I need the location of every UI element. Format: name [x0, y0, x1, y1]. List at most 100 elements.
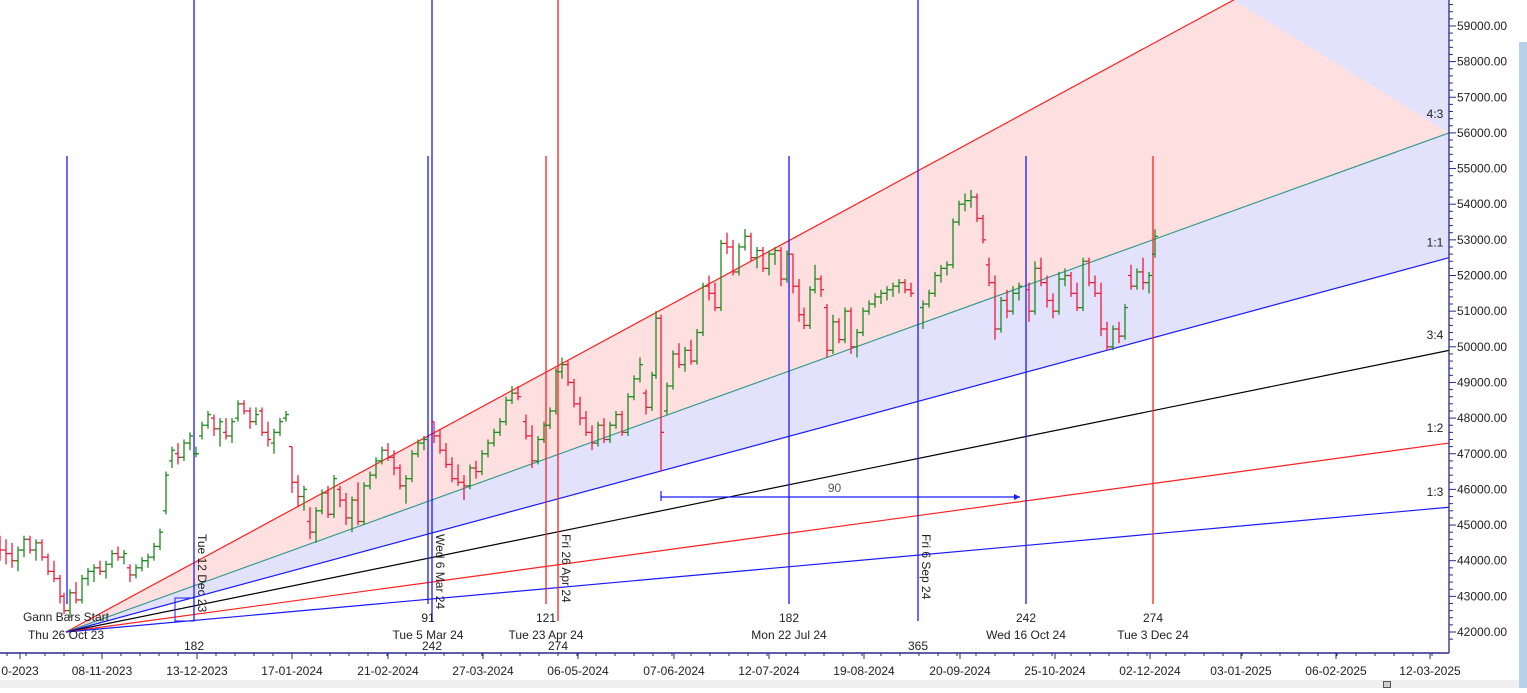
ohlc-bar	[379, 446, 385, 465]
ohlc-bar	[67, 589, 73, 618]
ohlc-bar	[676, 343, 682, 369]
ohlc-bar	[121, 550, 127, 565]
ohlc-bar	[57, 574, 63, 604]
ohlc-bar	[409, 450, 415, 483]
ohlc-bar	[1026, 282, 1032, 322]
y-tick-label: 58000.00	[1457, 55, 1507, 69]
ohlc-bar	[577, 396, 583, 426]
ohlc-bar	[455, 464, 461, 486]
ohlc-bar	[607, 421, 613, 444]
ohlc-bar	[229, 418, 235, 444]
ohlc-bar	[730, 239, 736, 276]
ohlc-bar	[637, 357, 643, 383]
ohlc-bar	[571, 378, 577, 408]
ohlc-bar	[1122, 304, 1128, 340]
ohlc-bar	[9, 542, 15, 568]
ohlc-bar	[479, 450, 485, 476]
ohlc-bar	[163, 471, 169, 515]
ohlc-bar	[145, 553, 151, 568]
scrollbar-handle[interactable]	[1383, 681, 1391, 688]
ohlc-bar	[361, 482, 367, 526]
ohlc-bar	[39, 539, 45, 561]
ohlc-bar	[85, 567, 91, 586]
ohlc-bar	[920, 300, 926, 329]
vertical-scrollbar-track[interactable]	[1519, 0, 1527, 688]
ohlc-bar	[718, 239, 724, 312]
y-tick-label: 52000.00	[1457, 269, 1507, 283]
ohlc-bar	[658, 314, 664, 472]
ohlc-bar	[736, 243, 742, 276]
y-tick-label: 43000.00	[1457, 589, 1507, 603]
ohlc-bar	[157, 528, 163, 551]
ohlc-bar	[313, 507, 319, 543]
ohlc-bar	[613, 410, 619, 429]
ohlc-bar	[559, 357, 565, 379]
ohlc-bar	[307, 507, 313, 540]
y-tick-label: 48000.00	[1457, 411, 1507, 425]
ohlc-bar	[1092, 275, 1098, 297]
ohlc-bar	[367, 471, 373, 490]
x-axis[interactable]: 0-2023 08-11-2023 13-12-2023 17-01-2024 21-0…	[0, 652, 1461, 678]
ohlc-bar	[199, 421, 205, 440]
horizontal-scrollbar-track[interactable]	[0, 680, 1519, 688]
ohlc-bar	[541, 421, 547, 444]
ohlc-bar	[631, 375, 637, 401]
x-tick-label: 0-2023	[1, 664, 39, 678]
x-tick-label: 20-09-2024	[929, 664, 991, 678]
y-tick-label: 54000.00	[1457, 197, 1507, 211]
x-tick-label: 02-12-2024	[1119, 664, 1181, 678]
ohlc-bar	[998, 296, 1004, 333]
ohlc-bar	[625, 393, 631, 436]
fan-line-1-1	[65, 257, 1450, 633]
ohlc-bar	[938, 264, 944, 283]
ohlc-bar	[235, 400, 241, 422]
ohlc-bar	[187, 432, 193, 451]
ohlc-bar	[748, 232, 754, 262]
ohlc-bar	[790, 253, 796, 294]
ohlc-bar	[872, 293, 878, 308]
ohlc-bar	[103, 560, 109, 579]
time-cycle-lines	[66, 0, 1154, 622]
gann-start-label: Gann Bars Start	[23, 610, 110, 624]
ohlc-bar	[1128, 264, 1134, 290]
ohlc-bar	[1016, 282, 1022, 301]
ohlc-bar	[854, 328, 860, 358]
ohlc-bar	[247, 407, 253, 429]
ohlc-bar	[259, 407, 265, 436]
ohlc-bar	[373, 457, 379, 479]
ohlc-bar	[890, 282, 896, 297]
x-tick-label: 27-03-2024	[452, 664, 514, 678]
measure-arrow: 90	[660, 481, 1020, 501]
ohlc-bar	[784, 250, 790, 283]
ohlc-bar	[437, 428, 443, 454]
scrollbar-top-cap	[1519, 0, 1527, 42]
ohlc-bar	[443, 443, 449, 469]
ohlc-bar	[133, 564, 139, 579]
ohlc-bar	[992, 275, 998, 340]
cycle-vertical-label: Fri 26 Apr 24	[559, 534, 573, 603]
ohlc-bar	[331, 475, 337, 518]
ohlc-bar	[181, 439, 187, 461]
x-tick-label: 06-02-2025	[1305, 664, 1367, 678]
gann-start-date: Thu 26 Oct 23	[28, 628, 104, 642]
ohlc-bar	[175, 443, 181, 465]
ohlc-bar	[265, 421, 271, 447]
y-tick-label: 59000.00	[1457, 19, 1507, 33]
ohlc-bar	[932, 271, 938, 297]
ohlc-bar	[151, 542, 157, 561]
ohlc-bar	[241, 400, 247, 415]
y-axis[interactable]: 42000.00 43000.00 44000.00 45000.00 46000.00…	[1448, 0, 1507, 653]
ohlc-bar	[403, 475, 409, 504]
ohlc-bar	[223, 418, 229, 440]
ohlc-bar	[449, 457, 455, 483]
ohlc-bar	[643, 389, 649, 415]
y-tick-label: 50000.00	[1457, 340, 1507, 354]
ohlc-bar	[589, 425, 595, 451]
ohlc-bar	[529, 425, 535, 469]
cycle-vertical-label: Tue 12 Dec 23	[195, 534, 209, 613]
cycle-count: 274	[1143, 611, 1163, 625]
ohlc-bar	[1116, 321, 1122, 344]
zone-top-right	[1233, 0, 1449, 133]
